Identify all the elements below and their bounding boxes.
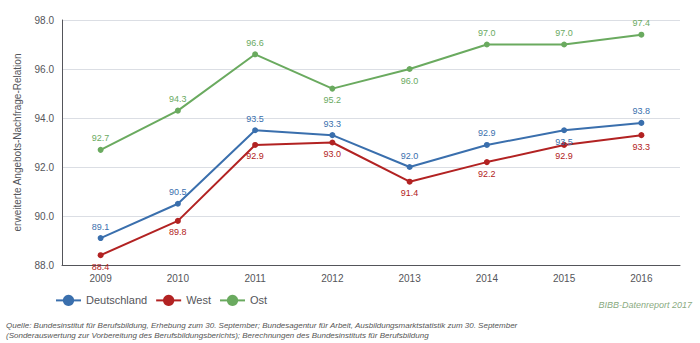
svg-text:Ost: Ost [250, 294, 267, 306]
svg-text:96.0: 96.0 [401, 76, 419, 86]
svg-text:98.0: 98.0 [35, 15, 55, 26]
svg-text:90.5: 90.5 [169, 187, 187, 197]
svg-text:97.0: 97.0 [555, 28, 573, 38]
svg-text:BIBB-Datenreport 2017: BIBB-Datenreport 2017 [598, 300, 693, 310]
svg-text:96.0: 96.0 [35, 64, 55, 75]
svg-text:96.6: 96.6 [246, 38, 264, 48]
svg-text:2012: 2012 [321, 273, 344, 284]
svg-text:erweiterte Angebots-Nachfrage-: erweiterte Angebots-Nachfrage-Relation [12, 54, 23, 232]
svg-text:93.3: 93.3 [324, 119, 342, 129]
svg-text:2009: 2009 [90, 273, 113, 284]
svg-text:(Sonderauswertung zur Vorberei: (Sonderauswertung zur Vorbereitung des B… [6, 331, 429, 340]
svg-text:88.0: 88.0 [35, 260, 55, 271]
svg-text:88.4: 88.4 [92, 262, 110, 272]
svg-text:2016: 2016 [630, 273, 653, 284]
svg-text:93.3: 93.3 [633, 142, 651, 152]
svg-text:92.7: 92.7 [92, 133, 110, 143]
svg-text:94.3: 94.3 [169, 94, 187, 104]
svg-text:93.5: 93.5 [246, 114, 264, 124]
svg-text:93.0: 93.0 [324, 149, 342, 159]
svg-text:94.0: 94.0 [35, 113, 55, 124]
svg-text:89.8: 89.8 [169, 227, 187, 237]
svg-text:93.8: 93.8 [633, 106, 651, 116]
svg-text:92.9: 92.9 [555, 151, 573, 161]
svg-text:92.9: 92.9 [246, 151, 264, 161]
svg-text:Deutschland: Deutschland [86, 294, 147, 306]
svg-text:2010: 2010 [167, 273, 190, 284]
svg-text:90.0: 90.0 [35, 211, 55, 222]
svg-text:89.1: 89.1 [92, 222, 110, 232]
svg-text:West: West [186, 294, 211, 306]
svg-text:93.5: 93.5 [555, 137, 573, 147]
svg-text:97.4: 97.4 [633, 18, 651, 28]
svg-text:95.2: 95.2 [324, 95, 342, 105]
svg-text:2011: 2011 [244, 273, 266, 284]
svg-text:91.4: 91.4 [401, 188, 419, 198]
svg-text:92.0: 92.0 [35, 162, 55, 173]
svg-text:2013: 2013 [399, 273, 422, 284]
svg-text:Quelle: Bundesinstitut für Ber: Quelle: Bundesinstitut für Berufsbildung… [6, 321, 518, 330]
svg-text:2014: 2014 [476, 273, 499, 284]
svg-text:97.0: 97.0 [478, 28, 496, 38]
svg-text:92.2: 92.2 [478, 169, 496, 179]
svg-text:92.0: 92.0 [401, 151, 419, 161]
svg-text:92.9: 92.9 [478, 128, 496, 138]
svg-text:2015: 2015 [553, 273, 576, 284]
